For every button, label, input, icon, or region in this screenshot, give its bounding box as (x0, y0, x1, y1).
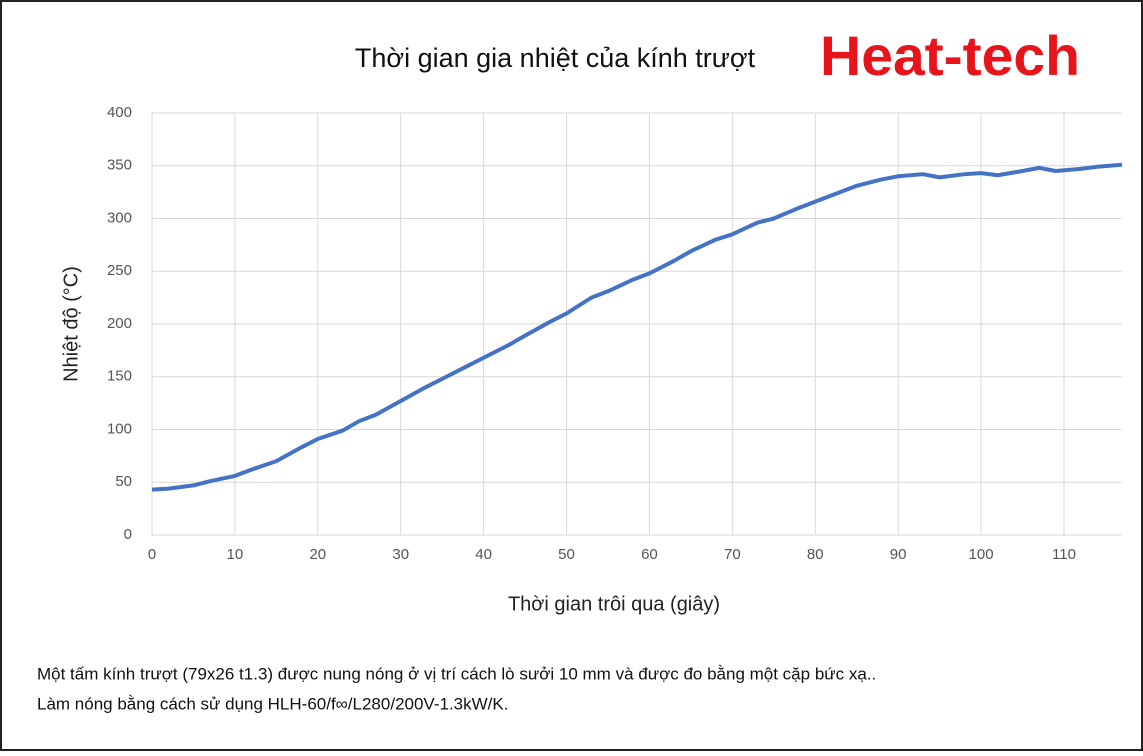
x-tick-label: 30 (392, 546, 409, 563)
x-tick-label: 110 (1052, 546, 1076, 563)
y-tick-label: 350 (107, 157, 132, 174)
x-tick-label: 20 (309, 546, 326, 563)
x-tick-label: 90 (890, 546, 907, 563)
x-axis-label: Thời gian trôi qua (giây) (508, 593, 720, 615)
y-tick-label: 300 (107, 209, 132, 226)
y-tick-label: 200 (107, 315, 132, 332)
chart-title: Thời gian gia nhiệt của kính trượt (355, 43, 756, 73)
x-tick-label: 50 (558, 546, 575, 563)
y-axis-label: Nhiệt độ (°C) (60, 266, 82, 382)
y-tick-label: 0 (124, 526, 132, 543)
brand: Heat-tech (820, 24, 1080, 87)
x-tick-label: 0 (148, 546, 156, 563)
data-line (151, 162, 1123, 492)
x-tick-label: 100 (969, 546, 994, 563)
x-tick-label: 80 (807, 546, 824, 563)
x-tick-label: 10 (227, 546, 244, 563)
y-tick-label: 400 (107, 104, 132, 121)
y-tick-label: 150 (107, 368, 132, 385)
x-tick-label: 40 (475, 546, 492, 563)
caption-line: Làm nóng bằng cách sử dụng HLH-60/f∞/L28… (37, 694, 508, 713)
x-tick-label: 60 (641, 546, 658, 563)
y-tick-label: 100 (107, 420, 132, 437)
x-tick-label: 70 (724, 546, 741, 563)
y-tick-label: 250 (107, 262, 132, 279)
y-tick-label: 50 (115, 473, 132, 490)
caption-line: Một tấm kính trượt (79x26 t1.3) được nun… (37, 664, 876, 683)
